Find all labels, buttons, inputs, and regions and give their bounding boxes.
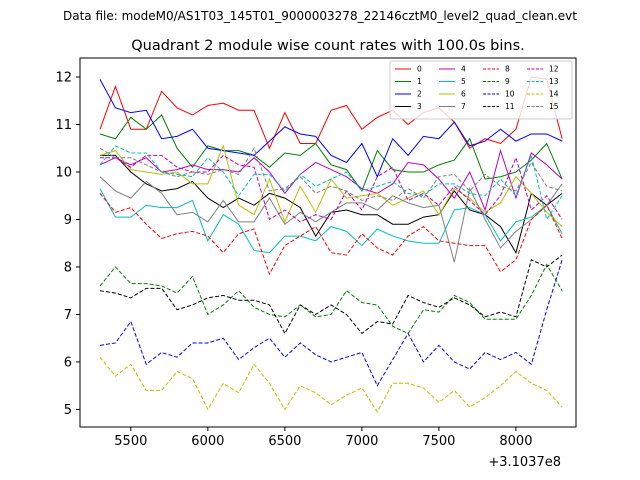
figure-suptitle: Data file: modeM0/AS1T03_145T01_90000032…	[63, 9, 577, 23]
legend-label-2: 2	[417, 90, 422, 99]
legend-label-0: 0	[417, 65, 422, 74]
legend-label-15: 15	[549, 102, 559, 111]
x-tick-label: 6500	[268, 434, 301, 449]
legend-label-1: 1	[417, 77, 422, 86]
series-line-7	[99, 176, 563, 263]
y-tick-label: 8	[64, 260, 72, 275]
series-line-15	[99, 147, 563, 202]
series-line-2	[99, 79, 563, 178]
series-line-13	[99, 145, 563, 221]
y-tick-label: 10	[55, 165, 72, 180]
y-tick-label: 11	[55, 118, 72, 133]
x-tick-label: 8000	[499, 434, 532, 449]
series-line-11	[99, 254, 563, 335]
legend-label-7: 7	[461, 102, 466, 111]
series-line-9	[99, 263, 563, 335]
y-tick-label: 9	[64, 213, 72, 228]
x-tick-label: 5500	[114, 434, 147, 449]
legend-label-3: 3	[417, 102, 422, 111]
series-line-0	[99, 76, 563, 150]
legend-label-10: 10	[505, 90, 515, 99]
legend-label-5: 5	[461, 77, 466, 86]
x-tick-label: 7000	[345, 434, 378, 449]
y-tick-label: 12	[55, 70, 72, 85]
x-offset-label: +3.1037e8	[488, 455, 561, 470]
y-tick-label: 7	[64, 308, 72, 323]
plot-lines	[99, 76, 563, 413]
legend-label-6: 6	[461, 90, 466, 99]
series-line-1	[99, 114, 563, 193]
legend-label-13: 13	[549, 77, 559, 86]
legend-label-4: 4	[461, 65, 466, 74]
series-line-4	[99, 148, 563, 212]
legend-label-9: 9	[505, 77, 510, 86]
legend-label-14: 14	[549, 90, 559, 99]
legend-label-8: 8	[505, 65, 510, 74]
chart-title: Quadrant 2 module wise count rates with …	[131, 38, 525, 54]
legend-label-11: 11	[505, 102, 515, 111]
series-line-5	[99, 188, 563, 254]
y-tick-label: 5	[64, 403, 72, 418]
series-line-12	[100, 154, 563, 223]
legend-box	[389, 60, 573, 120]
series-line-14	[99, 356, 563, 413]
plot-frame	[79, 57, 577, 428]
legend-label-12: 12	[549, 65, 559, 74]
x-tick-label: 6000	[191, 434, 224, 449]
series-line-8	[99, 193, 563, 276]
y-tick-label: 6	[64, 355, 72, 370]
series-line-10	[99, 259, 563, 387]
x-tick-label: 7500	[422, 434, 455, 449]
